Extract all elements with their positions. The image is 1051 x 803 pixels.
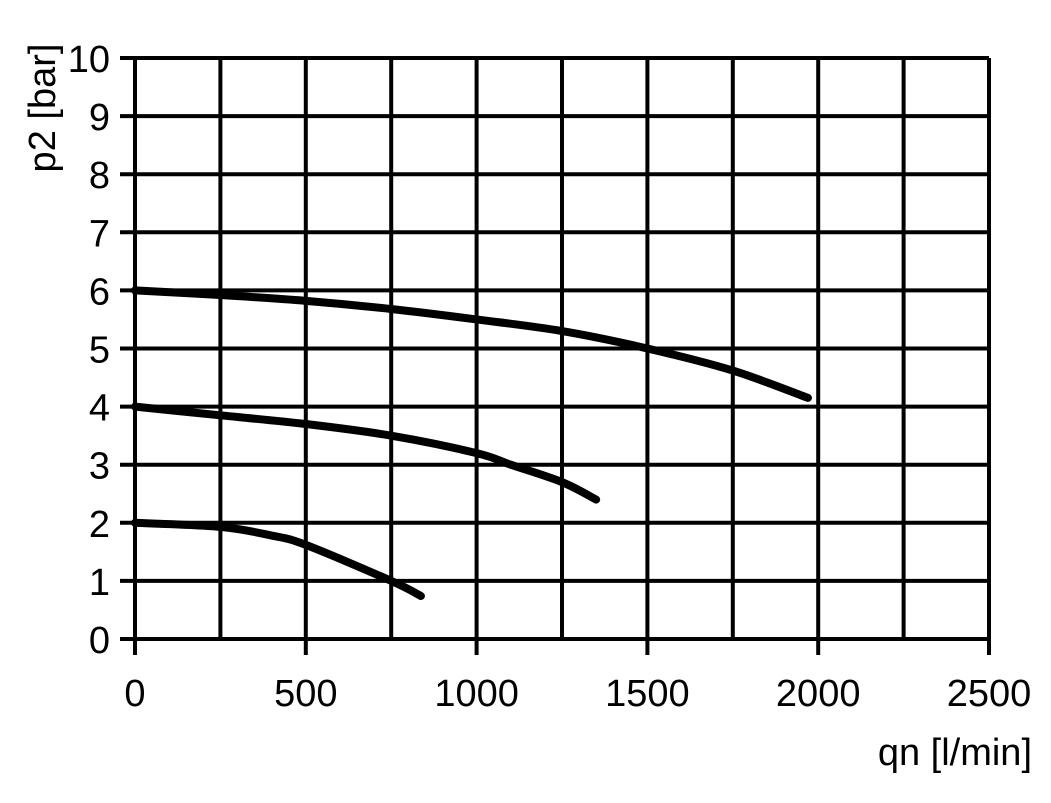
y-tick-label: 10 bbox=[68, 39, 110, 81]
y-tick-label: 7 bbox=[89, 213, 110, 255]
y-axis-label: p2 [bar] bbox=[22, 44, 64, 173]
x-tick-label: 1500 bbox=[605, 673, 690, 715]
x-tick-label: 1000 bbox=[434, 673, 519, 715]
grid bbox=[120, 56, 991, 641]
series-group bbox=[131, 286, 812, 601]
y-tick-label: 1 bbox=[89, 562, 110, 604]
x-tick-label: 2000 bbox=[776, 673, 861, 715]
y-tick-label: 4 bbox=[89, 388, 110, 430]
y-tick-label: 0 bbox=[89, 620, 110, 662]
y-tick-label: 6 bbox=[89, 271, 110, 313]
y-tick-label: 2 bbox=[89, 504, 110, 546]
x-tick-label: 500 bbox=[274, 673, 337, 715]
series-line-2 bbox=[131, 402, 601, 504]
y-tick-label: 9 bbox=[89, 97, 110, 139]
x-tick-label: 2500 bbox=[947, 673, 1032, 715]
y-tick-label: 5 bbox=[89, 330, 110, 372]
x-tick-label: 0 bbox=[124, 673, 145, 715]
x-axis-label: qn [l/min] bbox=[878, 732, 1032, 774]
y-tick-label: 3 bbox=[89, 446, 110, 488]
series-line-3 bbox=[131, 518, 425, 601]
ticks: 0 1 2 3 4 5 6 7 8 9 10 0 500 1000 1500 2000 2500 bbox=[68, 39, 1032, 715]
series-line-1 bbox=[131, 286, 812, 402]
y-tick-label: 8 bbox=[89, 155, 110, 197]
